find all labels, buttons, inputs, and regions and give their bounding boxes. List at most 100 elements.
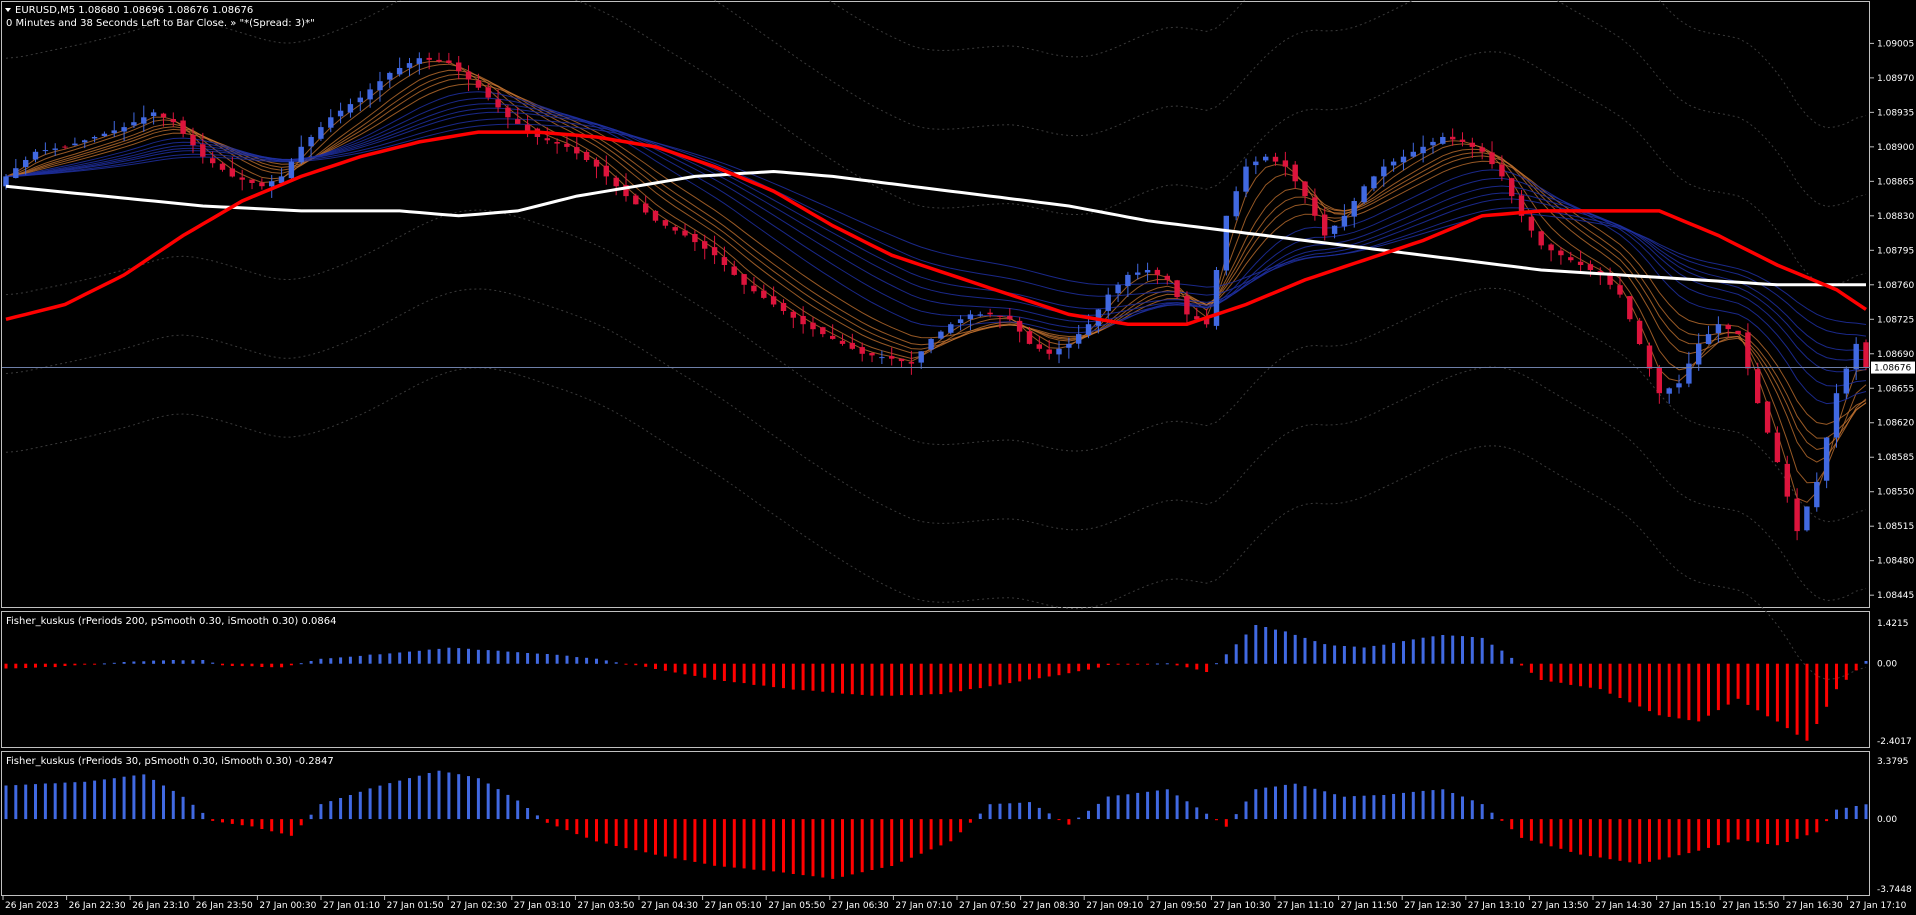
candle[interactable] [1489,141,1495,169]
candle[interactable] [1853,337,1859,380]
candle[interactable] [652,210,659,223]
candle[interactable] [761,284,767,300]
candle[interactable] [396,57,403,77]
candle[interactable] [967,310,974,331]
candle[interactable] [259,178,265,190]
candle[interactable] [1509,177,1515,204]
candle[interactable] [485,83,491,101]
candle[interactable] [1371,175,1377,192]
time-axis[interactable]: 26 Jan 2023 26 Jan 22:30 26 Jan 23:10 26 Ja… [2,896,1907,911]
candle[interactable] [800,306,806,334]
candle[interactable] [918,351,924,369]
candle[interactable] [702,234,708,260]
candle[interactable] [908,350,915,375]
candle[interactable] [1312,188,1318,221]
candle[interactable] [564,133,570,152]
candle[interactable] [1558,247,1564,265]
candle[interactable] [1026,326,1033,345]
candle[interactable] [416,52,422,75]
candle[interactable] [603,155,609,185]
candle[interactable] [111,120,117,138]
candle[interactable] [682,223,688,238]
candle[interactable] [1636,317,1643,346]
candle[interactable] [1479,143,1485,160]
candle[interactable] [721,246,728,272]
candle[interactable] [367,83,373,108]
candle[interactable] [879,350,885,365]
candle[interactable] [1548,243,1554,262]
candle[interactable] [869,352,875,363]
candle[interactable] [672,225,678,235]
candle[interactable] [456,55,462,80]
candle[interactable] [593,157,600,179]
candle[interactable] [180,116,186,138]
candle[interactable] [1617,273,1623,298]
candle[interactable] [1046,340,1052,360]
candle[interactable] [662,219,669,229]
candle[interactable] [1715,316,1722,343]
candle[interactable] [1056,341,1062,364]
candle[interactable] [328,109,334,133]
candle[interactable] [298,135,304,165]
candle[interactable] [23,156,29,175]
candle[interactable] [938,330,944,340]
candle[interactable] [1814,472,1820,512]
candle[interactable] [42,142,49,155]
candle[interactable] [830,324,836,340]
candle[interactable] [889,347,895,366]
candle[interactable] [1351,197,1357,228]
candle[interactable] [1705,325,1712,345]
candle[interactable] [1282,151,1289,177]
candle[interactable] [997,315,1003,329]
candle[interactable] [495,89,501,113]
candle[interactable] [1076,324,1082,349]
candle[interactable] [515,107,521,124]
candle[interactable] [1341,204,1348,231]
candle[interactable] [32,149,39,163]
fisher200-histogram[interactable] [4,625,1868,741]
candle[interactable] [1125,271,1131,297]
candle[interactable] [13,158,19,179]
candle[interactable] [150,109,157,125]
candle[interactable] [643,195,649,215]
symbol-dropdown-icon[interactable] [5,8,11,12]
candle[interactable] [1331,225,1338,239]
candle[interactable] [1292,161,1298,189]
candle[interactable] [1105,287,1111,319]
candle[interactable] [1184,291,1190,325]
candle[interactable] [1263,153,1269,163]
candle[interactable] [82,139,88,149]
candle[interactable] [692,230,698,252]
candle[interactable] [948,322,954,335]
candle[interactable] [928,338,934,354]
candle[interactable] [1390,158,1397,172]
candle[interactable] [1725,323,1731,338]
candle[interactable] [1469,137,1475,158]
candle[interactable] [121,122,127,141]
candle[interactable] [574,136,580,160]
candle[interactable] [141,105,147,132]
candle[interactable] [1016,317,1023,343]
candle[interactable] [1213,266,1220,330]
candle[interactable] [131,112,137,128]
candle[interactable] [1528,212,1535,238]
candle[interactable] [1381,159,1387,187]
candle[interactable] [1036,336,1042,352]
candle[interactable] [810,317,816,337]
candle[interactable] [406,57,413,77]
candle[interactable] [1804,506,1810,532]
candle[interactable] [91,135,98,143]
candle[interactable] [465,65,472,92]
candle[interactable] [288,158,295,180]
candle[interactable] [613,175,619,196]
candle[interactable] [1863,339,1869,371]
candle[interactable] [1538,230,1544,250]
candle[interactable] [1646,342,1653,377]
candle[interactable] [1696,333,1702,371]
candle[interactable] [229,156,235,178]
candle[interactable] [1174,279,1180,300]
candle[interactable] [72,137,78,146]
candle[interactable] [898,358,905,368]
candle[interactable] [544,127,550,145]
